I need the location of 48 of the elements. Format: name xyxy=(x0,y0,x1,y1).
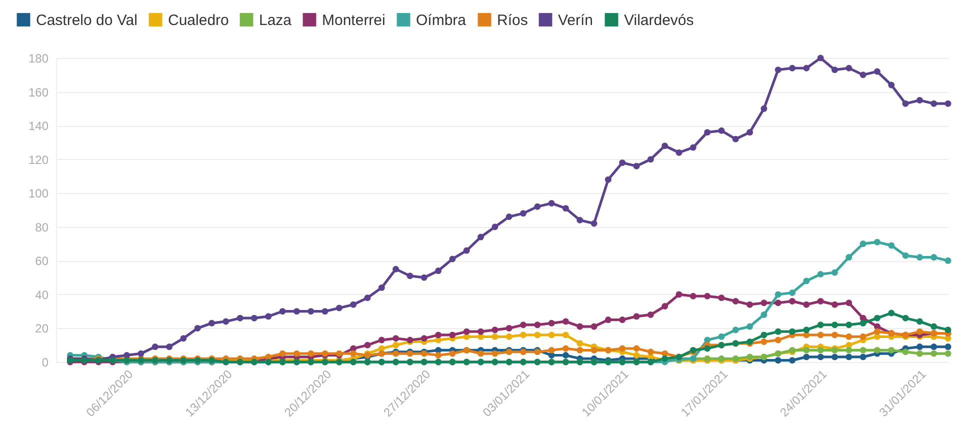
point xyxy=(831,354,838,360)
point xyxy=(576,340,584,347)
point xyxy=(944,344,952,350)
point xyxy=(548,332,555,338)
y-tick-label: 120 xyxy=(28,152,49,167)
point xyxy=(916,344,923,350)
point xyxy=(817,354,824,360)
point xyxy=(562,352,569,358)
point xyxy=(803,346,810,354)
point xyxy=(506,333,512,340)
point xyxy=(846,354,852,360)
point xyxy=(944,350,952,357)
point xyxy=(789,357,796,364)
legend-label: Vilardevós xyxy=(624,12,694,29)
point xyxy=(930,350,938,357)
point xyxy=(846,346,852,354)
point xyxy=(534,332,541,338)
y-tick-label: 40 xyxy=(35,288,49,302)
point xyxy=(902,348,909,356)
point xyxy=(803,354,810,360)
y-tick-label: 100 xyxy=(28,186,49,201)
y-tick-label: 0 xyxy=(42,356,49,370)
legend-label: Castrelo do Val xyxy=(36,12,138,29)
y-tick-label: 180 xyxy=(28,52,49,66)
point xyxy=(888,346,895,354)
point xyxy=(860,354,866,360)
legend-label: Laza xyxy=(259,12,292,29)
point xyxy=(520,332,526,338)
legend-label: Verín xyxy=(558,12,594,29)
legend-label: Cualedro xyxy=(168,12,229,29)
y-tick-label: 140 xyxy=(28,119,49,134)
legend-label: Oímbra xyxy=(416,12,467,29)
y-tick-label: 80 xyxy=(35,220,49,234)
point xyxy=(392,342,400,348)
y-tick-label: 160 xyxy=(28,85,49,100)
legend-label: Monterrei xyxy=(322,12,386,29)
point xyxy=(860,346,866,354)
point xyxy=(930,344,938,350)
point xyxy=(817,346,824,354)
point xyxy=(492,333,498,340)
y-tick-label: 20 xyxy=(35,322,49,336)
point xyxy=(562,332,569,338)
legend-label: Ríos xyxy=(497,12,528,29)
point xyxy=(874,346,880,354)
point xyxy=(633,352,640,358)
y-tick-label: 60 xyxy=(35,254,49,268)
point xyxy=(916,350,923,357)
point xyxy=(774,357,782,364)
